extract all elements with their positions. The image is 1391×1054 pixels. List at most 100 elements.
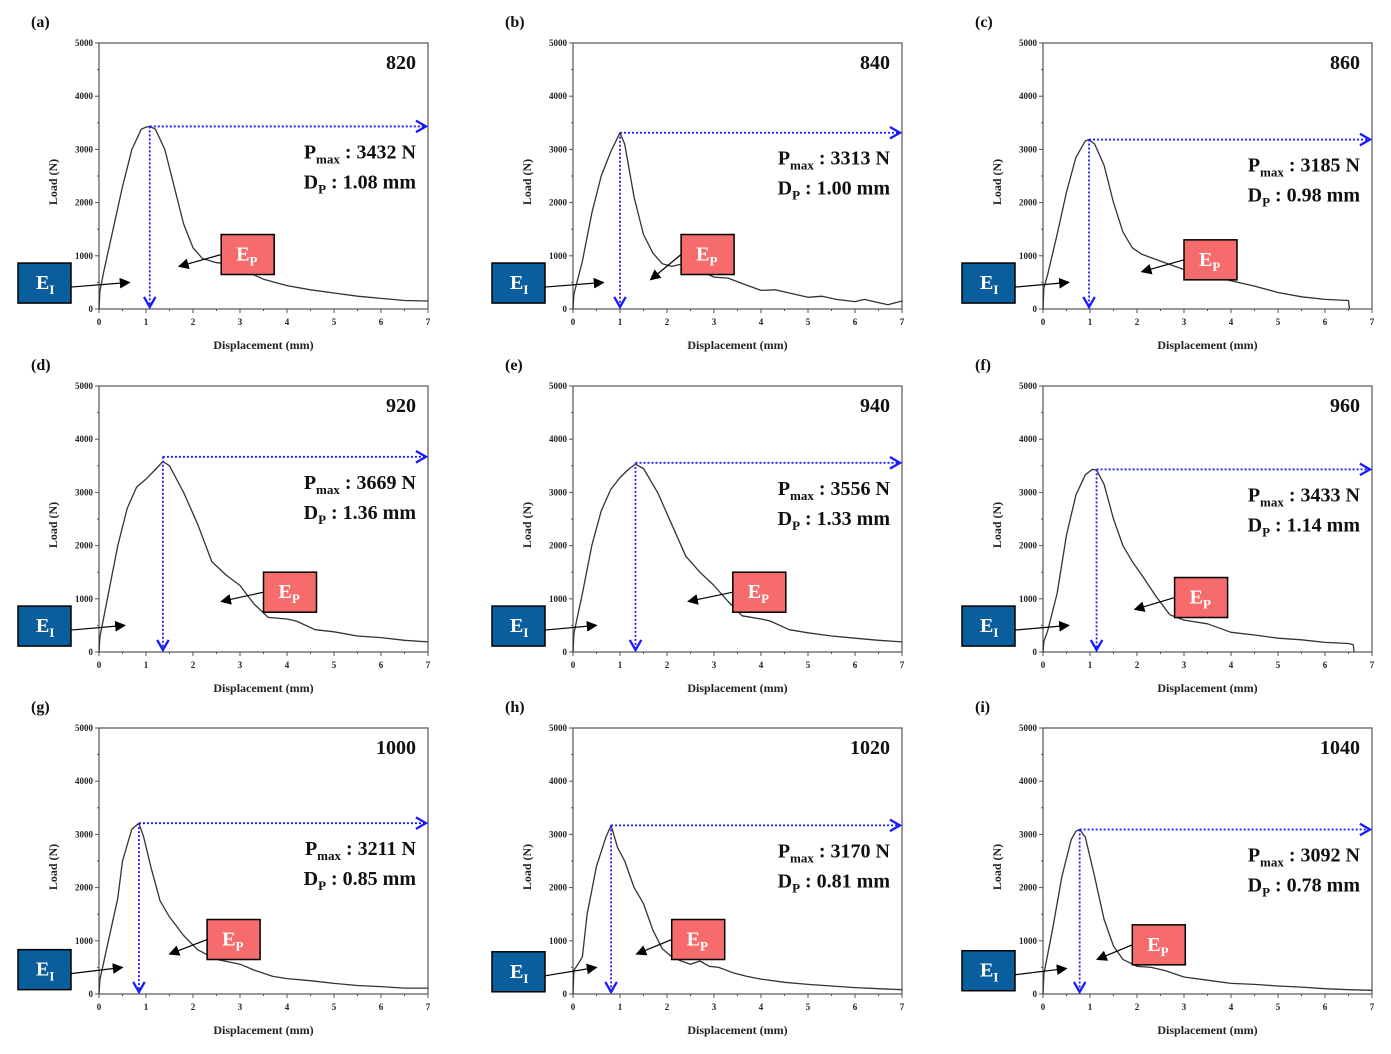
- dp-annotation: DP : 1.00 mm: [778, 178, 891, 203]
- y-tick-label: 5000: [75, 381, 94, 391]
- y-tick-label: 5000: [549, 723, 568, 733]
- dp-annotation-value: : 1.33 mm: [800, 508, 890, 530]
- temperature-label: 940: [860, 395, 890, 417]
- x-tick-label: 0: [571, 317, 576, 327]
- x-tick-label: 3: [1182, 660, 1187, 670]
- x-tick-label: 7: [1370, 317, 1375, 327]
- pmax-annotation: Pmax : 3669 N: [304, 472, 417, 497]
- ei-text-subscript: I: [49, 282, 54, 297]
- y-tick-label: 5000: [1019, 381, 1038, 391]
- pmax-annotation: Pmax : 3313 N: [778, 148, 891, 173]
- y-tick-label: 2000: [549, 883, 568, 893]
- x-tick-label: 7: [900, 317, 905, 327]
- x-tick-label: 7: [900, 1002, 905, 1012]
- ep-label-box: EP: [732, 571, 787, 613]
- ei-text: EI: [510, 961, 528, 986]
- ei-text-subscript: I: [523, 971, 528, 986]
- ei-box: [491, 605, 546, 647]
- pmax-annotation-value: : 3433 N: [1284, 484, 1361, 506]
- panel-label: (i): [975, 699, 990, 716]
- x-tick-label: 6: [379, 317, 384, 327]
- temperature-label: 860: [1330, 52, 1360, 74]
- x-tick-label: 5: [1276, 660, 1281, 670]
- ei-label-box: EI: [17, 948, 72, 991]
- dp-annotation-value: : 0.98 mm: [1270, 185, 1360, 207]
- x-tick-label: 5: [1276, 317, 1281, 327]
- chart-panel-f: (f) 0 1 2 3 4 5 6 7 0 1000 2000 3000 4000 5000 Displace…: [961, 357, 1375, 695]
- temperature-label: 820: [386, 52, 416, 74]
- y-tick-label: 4000: [549, 91, 568, 101]
- plot-frame: [572, 42, 903, 310]
- x-tick-label: 3: [1182, 1002, 1187, 1012]
- ep-arrow: [687, 591, 733, 605]
- y-tick-label: 1000: [549, 594, 568, 604]
- x-tick-label: 6: [1323, 317, 1328, 327]
- chart-panel-e: (e) 0 1 2 3 4 5 6 7 0 1000 2000 3000 4000 5000 Displace…: [491, 357, 905, 695]
- dp-annotation: DP : 0.98 mm: [1248, 185, 1361, 210]
- ep-label-box: EP: [262, 571, 318, 613]
- x-tick-label: 2: [1135, 317, 1140, 327]
- temperature-label: 840: [860, 52, 890, 74]
- x-tick-label: 2: [1135, 1002, 1140, 1012]
- pmax-annotation-main: P: [304, 141, 316, 163]
- ei-label-box: EI: [491, 605, 546, 647]
- y-tick-label: 3000: [549, 487, 568, 497]
- x-tick-label: 6: [379, 1002, 384, 1012]
- ei-arrow: [544, 277, 605, 289]
- y-tick-label: 5000: [1019, 723, 1038, 733]
- y-tick-label: 0: [89, 304, 94, 314]
- ei-arrow: [544, 620, 598, 632]
- pmax-annotation-subscript: max: [790, 850, 814, 865]
- x-axis-title: Displacement (mm): [687, 681, 787, 695]
- x-tick-label: 5: [806, 317, 811, 327]
- y-tick-label: 0: [563, 989, 568, 999]
- x-tick-label: 0: [571, 1002, 576, 1012]
- x-tick-label: 2: [665, 660, 670, 670]
- x-tick-label: 0: [1041, 660, 1046, 670]
- ei-label-box: EI: [491, 262, 546, 304]
- ei-text-main: E: [36, 959, 49, 981]
- ei-text-subscript: I: [993, 970, 998, 985]
- y-tick-label: 4000: [1019, 434, 1038, 444]
- y-tick-label: 2000: [1019, 883, 1038, 893]
- temperature-label: 1020: [850, 737, 890, 759]
- pmax-annotation-value: : 3185 N: [1284, 155, 1361, 177]
- pmax-annotation-subscript: max: [790, 158, 814, 173]
- dp-annotation-value: : 0.81 mm: [800, 870, 890, 892]
- temperature-label: 1040: [1320, 737, 1360, 759]
- ep-arrow: [635, 938, 672, 956]
- x-tick-label: 4: [1229, 317, 1234, 327]
- y-tick-label: 4000: [75, 91, 94, 101]
- x-tick-label: 1: [1088, 660, 1093, 670]
- x-tick-label: 4: [759, 660, 764, 670]
- load-displacement-curve: [572, 463, 903, 653]
- x-tick-label: 7: [900, 660, 905, 670]
- ep-box: [1173, 576, 1229, 619]
- x-tick-label: 1: [144, 317, 149, 327]
- ep-text: EP: [687, 929, 708, 954]
- ep-text-main: E: [1190, 587, 1203, 609]
- ei-text: EI: [510, 272, 528, 297]
- ei-text: EI: [980, 960, 998, 985]
- x-tick-label: 2: [191, 317, 196, 327]
- y-axis-title: Load (N): [46, 844, 60, 890]
- dp-annotation-subscript: P: [792, 880, 800, 895]
- ep-text: EP: [696, 244, 717, 269]
- x-tick-label: 5: [332, 317, 337, 327]
- chart-panel-h: (h) 0 1 2 3 4 5 6 7 0 1000 2000 3000 4000 5000 Displace…: [491, 699, 905, 1037]
- ep-label-box: EP: [1183, 239, 1238, 281]
- ep-text: EP: [236, 244, 257, 269]
- dp-annotation-subscript: P: [792, 518, 800, 533]
- ep-label-box: EP: [1131, 924, 1187, 966]
- x-tick-label: 4: [285, 1002, 290, 1012]
- x-tick-label: 1: [618, 1002, 623, 1012]
- ep-label-box: EP: [680, 233, 735, 276]
- y-tick-label: 1000: [1019, 251, 1038, 261]
- pmax-annotation-main: P: [778, 478, 790, 500]
- pmax-annotation: Pmax : 3092 N: [1248, 845, 1361, 870]
- x-tick-label: 0: [1041, 1002, 1046, 1012]
- y-tick-label: 1000: [549, 251, 568, 261]
- ep-label-box: EP: [220, 233, 275, 276]
- y-tick-label: 0: [89, 989, 94, 999]
- dp-annotation: DP : 0.81 mm: [778, 870, 891, 895]
